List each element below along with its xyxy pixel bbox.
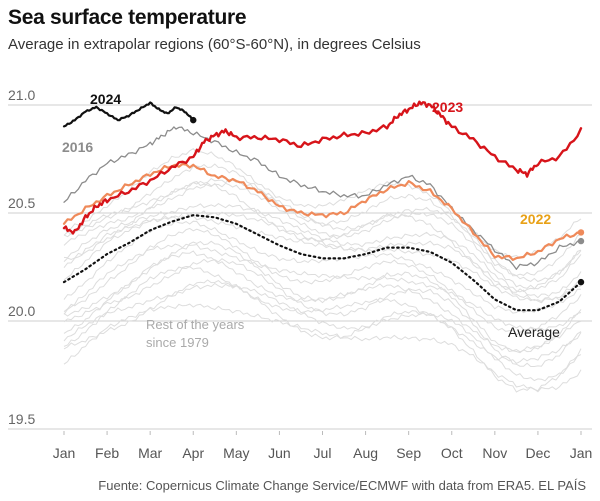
background-year-line: [63, 210, 582, 302]
series-label-average: Average: [508, 324, 560, 340]
series-label-2023: 2023: [432, 99, 463, 115]
end-marker-2024: [190, 116, 197, 124]
y-tick-label: 20.0: [8, 303, 35, 319]
series-line-2024: [62, 101, 195, 128]
series-label-2024: 2024: [90, 91, 121, 107]
x-tick-label: Dec: [525, 445, 550, 461]
background-year-line: [63, 148, 582, 259]
background-year-line: [63, 279, 582, 393]
x-tick-label: Nov: [482, 445, 507, 461]
series-line-2023: [62, 100, 583, 235]
background-year-line: [63, 240, 582, 354]
rest-of-years-label: Rest of the years: [146, 317, 245, 332]
background-year-line: [63, 250, 582, 353]
background-year-line: [63, 177, 582, 283]
background-year-line: [63, 214, 582, 304]
background-year-line: [63, 181, 582, 293]
background-year-line: [63, 243, 582, 332]
background-year-line: [63, 227, 582, 336]
series-line-average: [62, 214, 583, 312]
chart-title: Sea surface temperature: [8, 6, 247, 29]
x-tick-label: May: [223, 445, 249, 461]
background-year-line: [63, 266, 582, 365]
chart-subtitle: Average in extrapolar regions (60°S-60°N…: [8, 36, 421, 53]
series-line-2022: [62, 162, 583, 261]
y-tick-label: 20.5: [8, 195, 35, 211]
x-tick-label: Jan: [53, 445, 76, 461]
x-tick-label: Jan: [570, 445, 593, 461]
x-tick-label: Mar: [138, 445, 162, 461]
x-tick-label: Sep: [396, 445, 421, 461]
x-tick-label: Jul: [314, 445, 332, 461]
x-tick-label: Jun: [268, 445, 291, 461]
series-label-2022: 2022: [520, 211, 551, 227]
y-tick-label: 21.0: [8, 87, 35, 103]
rest-of-years-label: since 1979: [146, 335, 209, 350]
source-note: Fuente: Copernicus Climate Change Servic…: [98, 478, 586, 493]
background-year-line: [63, 182, 582, 290]
x-tick-label: Feb: [95, 445, 119, 461]
background-year-line: [63, 220, 582, 314]
series-line-2016: [63, 126, 582, 270]
background-year-line: [63, 163, 582, 277]
background-year-line: [63, 282, 582, 382]
end-marker-2022: [577, 229, 585, 236]
background-year-line: [63, 303, 582, 393]
series-label-2016: 2016: [62, 139, 93, 155]
x-tick-label: Apr: [182, 445, 204, 461]
background-year-line: [63, 202, 582, 299]
end-marker-2016: [577, 237, 585, 245]
end-marker-average: [577, 278, 585, 286]
x-tick-label: Aug: [353, 445, 378, 461]
x-tick-label: Oct: [441, 445, 463, 461]
y-tick-label: 19.5: [8, 411, 35, 427]
